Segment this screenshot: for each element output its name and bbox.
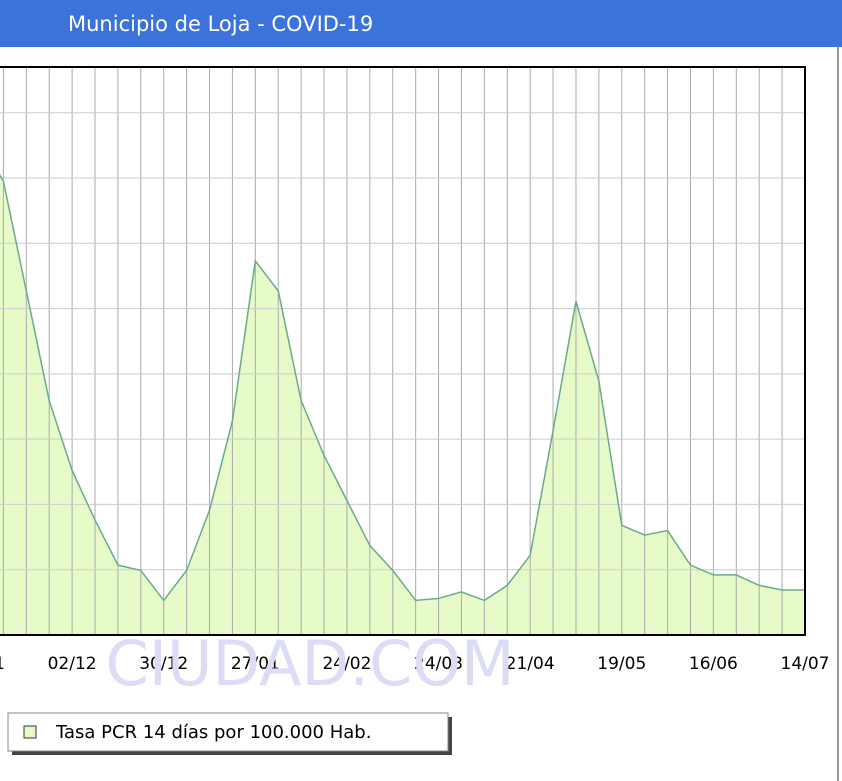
watermark: CIUDAD.COM	[105, 627, 514, 700]
header-bar	[0, 0, 842, 47]
x-tick-label: 19/05	[597, 654, 646, 674]
plot-background	[0, 67, 805, 635]
x-tick-label: 14/07	[781, 654, 830, 674]
x-tick-label: 21/04	[506, 654, 555, 674]
x-tick-label: 16/06	[689, 654, 738, 674]
x-tick-label: 24/02	[322, 654, 371, 674]
area-fill	[0, 175, 805, 635]
plot-border	[0, 66, 806, 636]
x-tick-label: 24/03	[414, 654, 463, 674]
x-tick-label: 30/12	[139, 654, 188, 674]
plot-area: 04/11 02/12 30/12 27/01 24/02 24/03 21/04 19/05…	[0, 66, 830, 674]
legend-box	[7, 712, 449, 752]
area-line	[0, 173, 805, 602]
legend-swatch	[23, 725, 37, 739]
legend-label: Tasa PCR 14 días por 100.000 Hab.	[55, 722, 371, 743]
x-tick-label: 04/11	[0, 654, 5, 674]
legend: Tasa PCR 14 días por 100.000 Hab.	[7, 712, 452, 755]
x-tick-label: 02/12	[48, 654, 97, 674]
chart-title: Municipio de Loja - COVID-19	[68, 12, 373, 36]
x-tick-label: 27/01	[231, 654, 280, 674]
